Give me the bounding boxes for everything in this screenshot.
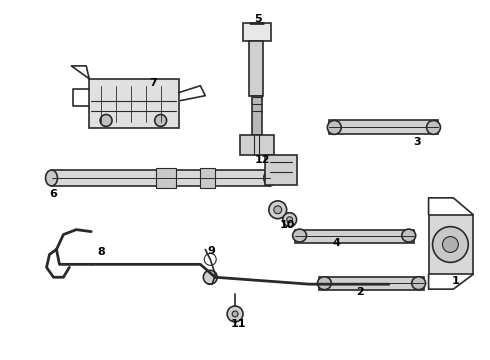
Circle shape [100, 114, 112, 126]
Text: 11: 11 [230, 319, 246, 329]
Bar [319, 277, 424, 290]
Text: 7: 7 [149, 78, 157, 88]
Text: 12: 12 [255, 155, 270, 165]
Bar [265, 155, 296, 185]
Ellipse shape [46, 170, 57, 186]
Circle shape [283, 213, 296, 227]
Text: 3: 3 [413, 137, 420, 147]
Bar [294, 230, 414, 243]
Circle shape [155, 114, 167, 126]
Text: 10: 10 [280, 220, 295, 230]
Bar [252, 96, 262, 135]
Bar [240, 135, 274, 155]
Bar [156, 168, 175, 188]
Text: 4: 4 [332, 238, 340, 248]
Circle shape [287, 217, 293, 223]
Bar [429, 215, 473, 274]
Circle shape [442, 237, 458, 252]
Bar [243, 23, 271, 41]
Text: 6: 6 [49, 189, 57, 199]
Ellipse shape [402, 229, 416, 242]
Circle shape [204, 253, 216, 265]
Ellipse shape [427, 121, 441, 134]
Circle shape [269, 201, 287, 219]
Bar [89, 79, 178, 129]
Bar [200, 168, 215, 188]
Text: 8: 8 [97, 247, 105, 257]
Text: 2: 2 [356, 287, 364, 297]
Circle shape [274, 206, 282, 214]
Ellipse shape [327, 121, 341, 134]
Bar [51, 170, 270, 186]
Circle shape [203, 270, 217, 284]
Bar [329, 121, 439, 134]
Circle shape [227, 306, 243, 322]
Text: 1: 1 [451, 276, 459, 286]
Circle shape [232, 311, 238, 317]
Text: 9: 9 [207, 247, 215, 256]
Bar [249, 41, 263, 96]
Circle shape [433, 227, 468, 262]
Text: 5: 5 [254, 14, 262, 24]
Ellipse shape [318, 277, 331, 290]
Ellipse shape [264, 170, 276, 186]
Ellipse shape [412, 277, 426, 290]
Ellipse shape [293, 229, 307, 242]
